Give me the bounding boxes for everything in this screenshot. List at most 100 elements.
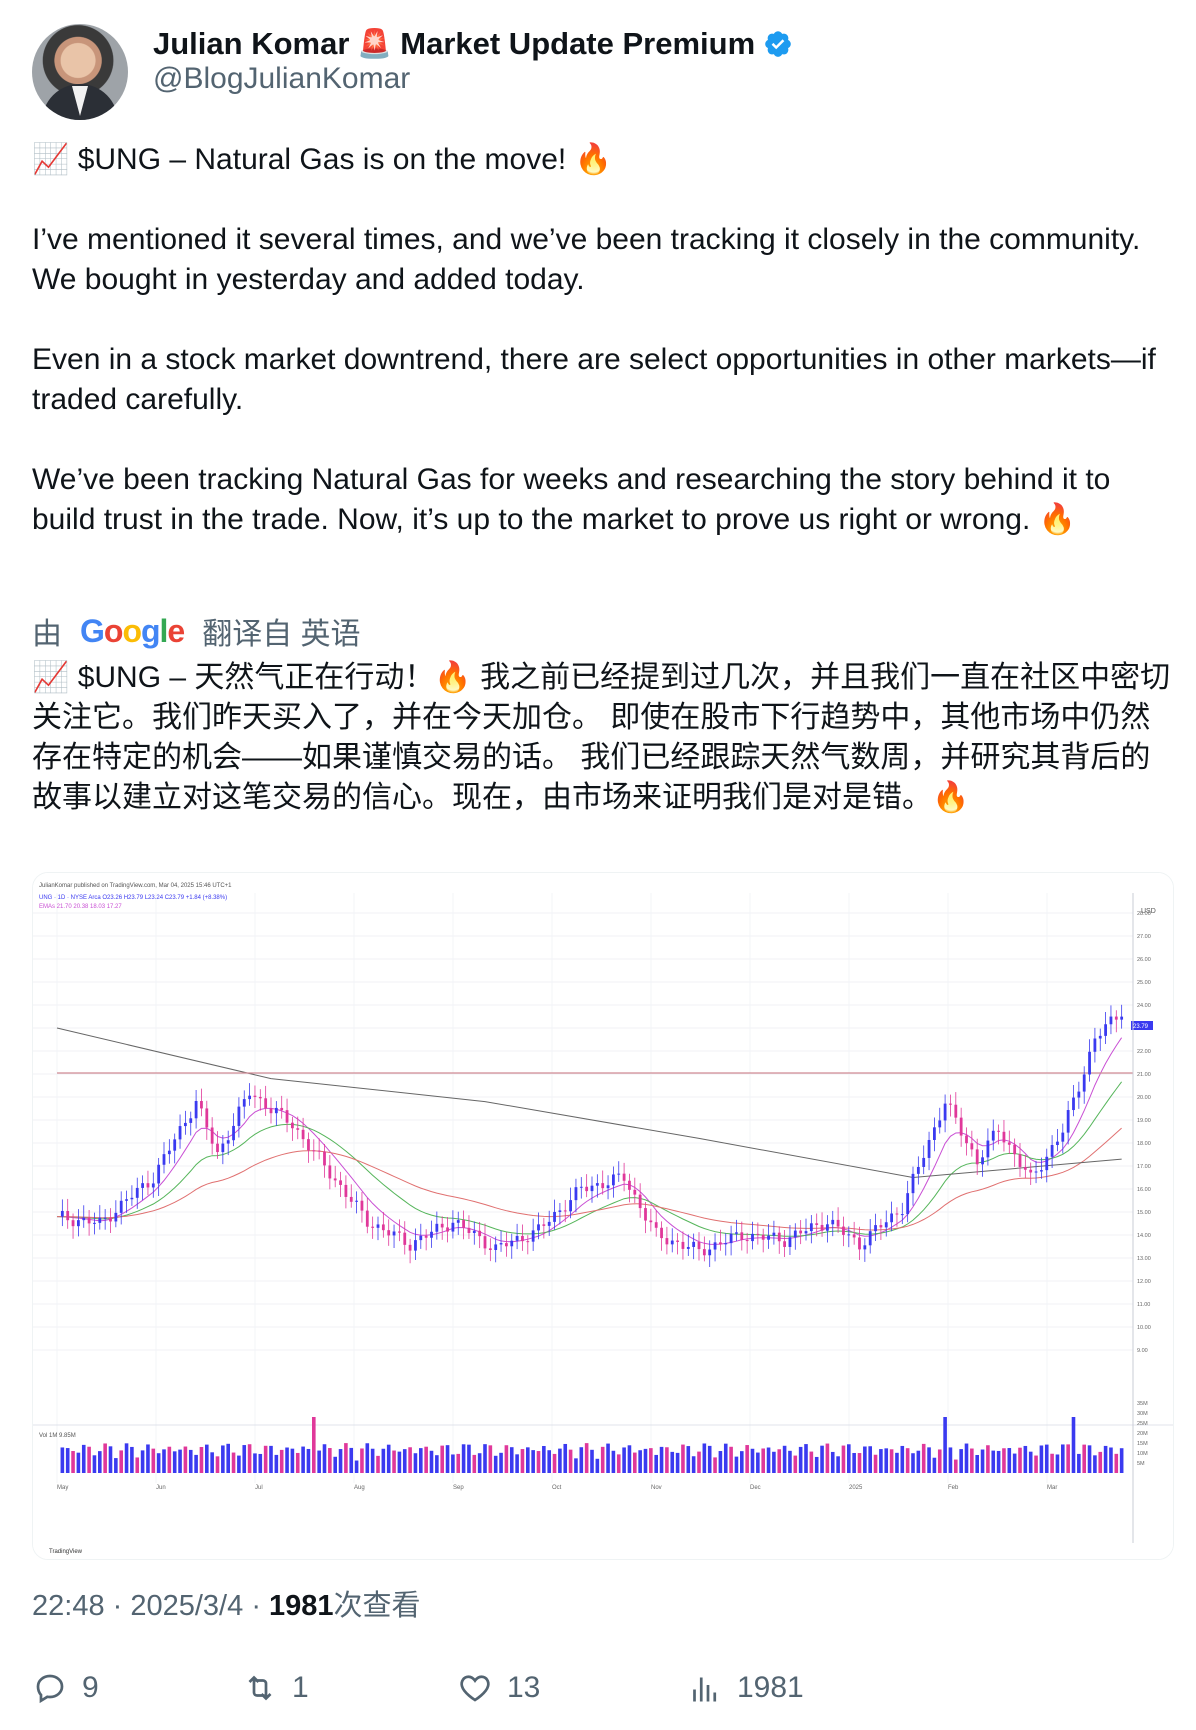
month-label: May — [57, 1485, 68, 1491]
candle-body — [376, 1224, 380, 1228]
candle-body — [328, 1165, 332, 1179]
candle-body — [708, 1249, 712, 1256]
candle-body — [1066, 1110, 1070, 1133]
candle-body — [472, 1230, 476, 1234]
candle-body — [933, 1127, 936, 1140]
author-name-suffix[interactable]: Market Update Premium — [400, 26, 756, 61]
translation-attribution[interactable]: 由 Google 翻译自 英语 — [32, 608, 361, 654]
author-name[interactable]: Julian Komar — [153, 26, 350, 61]
volume-tick-label: 5M — [1137, 1461, 1145, 1467]
volume-bar — [761, 1448, 765, 1473]
candle-body — [408, 1244, 412, 1251]
volume-bar — [798, 1446, 803, 1473]
candle-body — [1034, 1171, 1038, 1173]
volume-bar — [440, 1445, 444, 1473]
chart-image[interactable]: JulianKomar published on TradingView.com… — [32, 872, 1174, 1560]
volume-bar — [558, 1448, 562, 1473]
volume-bar — [386, 1444, 391, 1473]
tweet-date[interactable]: 2025/3/4 — [130, 1590, 244, 1622]
volume-bar — [1023, 1445, 1028, 1473]
tweet-paragraph-2: I’ve mentioned it several times, and we’… — [32, 223, 1149, 296]
volume-bar — [756, 1452, 760, 1473]
volume-bar — [691, 1456, 696, 1473]
volume-bar — [488, 1445, 493, 1473]
volume-bar — [702, 1443, 707, 1473]
tweet-time[interactable]: 22:48 — [32, 1590, 105, 1622]
candle-body — [847, 1234, 851, 1236]
volume-bar — [686, 1446, 691, 1473]
volume-bar — [531, 1450, 535, 1473]
volume-bar — [659, 1446, 664, 1473]
candle-body — [783, 1241, 786, 1247]
author-avatar[interactable] — [32, 24, 128, 120]
volume-bar — [622, 1447, 626, 1473]
volume-bar — [188, 1449, 193, 1473]
volume-bar — [718, 1451, 723, 1473]
candle-body — [644, 1208, 647, 1221]
author-handle[interactable]: @BlogJulianKomar — [153, 62, 411, 95]
volume-bar — [237, 1455, 241, 1473]
candle-body — [157, 1164, 161, 1184]
repost-button[interactable]: 1 — [242, 1670, 309, 1706]
candle-body — [494, 1244, 498, 1251]
volume-tick-label: 20M — [1137, 1431, 1148, 1437]
candle-body — [146, 1183, 150, 1188]
candle-body — [793, 1230, 797, 1238]
volume-bar — [745, 1445, 749, 1473]
candle-body — [312, 1150, 316, 1152]
candle-body — [697, 1241, 701, 1250]
volume-bar — [98, 1451, 102, 1473]
candle-body — [1040, 1170, 1043, 1172]
views-button[interactable]: 1981 — [687, 1670, 804, 1706]
candle-body — [66, 1210, 70, 1221]
candle-body — [986, 1140, 990, 1158]
volume-bar — [408, 1447, 412, 1473]
candle-body — [221, 1143, 225, 1153]
ema-line — [56, 1081, 1123, 1237]
author-name-row[interactable]: Julian Komar 🚨 Market Update Premium — [153, 24, 793, 64]
candle-body — [1077, 1091, 1081, 1098]
volume-bar — [338, 1449, 343, 1473]
candle-body — [590, 1185, 594, 1192]
candle-body — [751, 1233, 754, 1242]
candle-body — [317, 1150, 321, 1152]
volume-bar — [568, 1449, 573, 1473]
candle-body — [226, 1140, 230, 1144]
month-label: Nov — [651, 1485, 662, 1491]
volume-bar — [172, 1451, 177, 1473]
candle-body — [419, 1235, 423, 1241]
month-label: Feb — [948, 1485, 959, 1491]
volume-bar — [156, 1453, 161, 1473]
tweet-actions: 9 1 13 1981 — [32, 1670, 1172, 1718]
volume-bar — [857, 1453, 862, 1473]
volume-bar — [697, 1451, 701, 1473]
candle-body — [515, 1235, 519, 1241]
volume-bar — [932, 1457, 937, 1473]
volume-bar — [975, 1454, 979, 1473]
candle-body — [563, 1210, 567, 1212]
volume-bar — [1066, 1444, 1070, 1473]
volume-bar — [670, 1451, 675, 1473]
candle-body — [735, 1232, 738, 1234]
volume-bar — [638, 1450, 642, 1473]
reply-button[interactable]: 9 — [32, 1670, 99, 1706]
volume-bar — [306, 1448, 311, 1473]
candle-body — [232, 1125, 235, 1141]
views-suffix: 次查看 — [333, 1590, 421, 1622]
candle-body — [109, 1217, 112, 1222]
month-label: Jul — [255, 1485, 263, 1491]
volume-bar — [151, 1448, 156, 1473]
volume-bar — [734, 1456, 739, 1473]
last-price: 23.79 — [1133, 1024, 1149, 1030]
candle-body — [965, 1135, 968, 1144]
tweet-meta: 22:48 · 2025/3/4 · 1981次查看 — [32, 1590, 421, 1622]
volume-bar — [419, 1448, 423, 1473]
translation-suffix: 翻译自 英语 — [202, 618, 361, 651]
like-button[interactable]: 13 — [457, 1670, 540, 1706]
candle-body — [242, 1099, 246, 1107]
volume-bar — [194, 1454, 198, 1473]
candle-body — [451, 1222, 455, 1232]
candle-body — [1061, 1132, 1065, 1142]
volume-bar — [221, 1445, 225, 1473]
candle-body — [264, 1098, 268, 1109]
